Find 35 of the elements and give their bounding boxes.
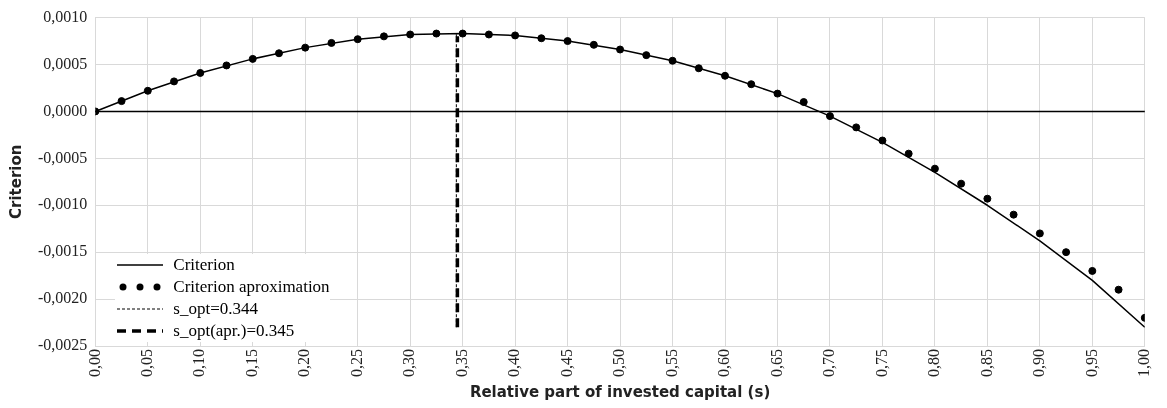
y-axis-title: Criterion xyxy=(6,144,25,220)
x-tick-label: 0,85 xyxy=(977,349,995,377)
x-tick-label: 0,70 xyxy=(820,349,838,377)
x-tick-label: 0,95 xyxy=(1082,349,1100,377)
legend-label: Criterion xyxy=(173,255,235,275)
y-tick-label: -0,0015 xyxy=(38,242,88,260)
x-tick-label: 0,90 xyxy=(1030,349,1048,377)
legend-label: s_opt(apr.)=0.345 xyxy=(173,321,295,341)
x-tick-label: 0,75 xyxy=(872,349,890,377)
x-tick-label: 0,65 xyxy=(767,349,785,377)
x-tick-label: 0,55 xyxy=(662,349,680,377)
x-tick-label: 0,05 xyxy=(138,349,155,377)
x-tick-label: 1,00 xyxy=(1135,349,1152,377)
y-tick-label: -0,0005 xyxy=(38,148,88,166)
y-tick-label: -0,0020 xyxy=(38,289,88,307)
x-axis-title: Relative part of invested capital (s) xyxy=(469,382,771,401)
x-tick-label: 0,40 xyxy=(505,349,523,377)
legend-label: s_opt=0.344 xyxy=(173,299,259,319)
x-tick-label: 0,20 xyxy=(295,349,313,377)
y-tick-label: -0,0010 xyxy=(38,195,88,213)
x-tick-label: 0,60 xyxy=(715,349,733,377)
x-tick-label: 0,25 xyxy=(347,349,365,377)
y-tick-label: 0,0000 xyxy=(43,101,88,119)
y-tick-label: 0,0005 xyxy=(43,54,88,72)
y-tick-label: -0,0025 xyxy=(38,336,88,354)
y-tick-label: 0,0010 xyxy=(43,7,88,25)
x-tick-label: 0,10 xyxy=(190,349,208,377)
legend-label: Criterion aproximation xyxy=(173,277,330,297)
x-tick-label: 0,45 xyxy=(557,349,575,377)
x-tick-label: 0,15 xyxy=(242,349,260,377)
x-tick-label: 0,35 xyxy=(452,349,470,377)
x-tick-label: 0,00 xyxy=(85,349,103,377)
x-tick-label: 0,80 xyxy=(925,349,943,377)
x-tick-label: 0,50 xyxy=(610,349,628,377)
x-tick-label: 0,30 xyxy=(400,349,418,377)
